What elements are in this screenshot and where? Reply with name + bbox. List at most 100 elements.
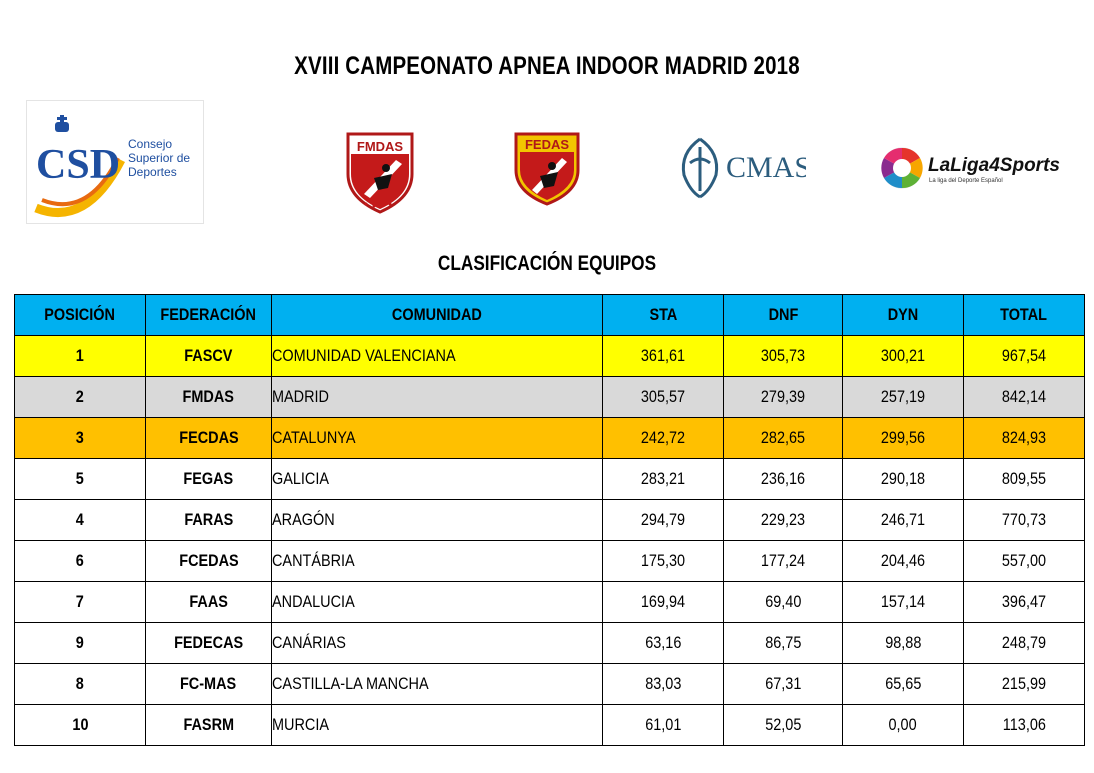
total-cell: 248,79 [963,622,1085,664]
total-cell: 396,47 [963,581,1085,623]
table-row: 2 FMDAS MADRID 305,57 279,39 257,19 842,… [14,376,1085,418]
position-cell: 4 [14,499,146,541]
table-row: 8 FC-MAS CASTILLA-LA MANCHA 83,03 67,31 … [14,663,1085,705]
csd-acronym: CSD [36,142,120,188]
header-federation: FEDERACIÓN [145,294,272,336]
dyn-cell: 157,14 [842,581,964,623]
community-cell: GALICIA [271,458,603,500]
page-title: XVIII CAMPEONATO APNEA INDOOR MADRID 201… [294,52,800,80]
sta-cell: 83,03 [602,663,724,705]
svg-text:LaLiga4Sports: LaLiga4Sports [928,155,1060,176]
sta-cell: 283,21 [602,458,724,500]
dnf-cell: 177,24 [723,540,843,582]
federation-cell: FECDAS [145,417,272,459]
community-cell: MURCIA [271,704,603,746]
svg-text:CMAS: CMAS [726,151,806,184]
federation-cell: FASCV [145,335,272,377]
federation-cell: FMDAS [145,376,272,418]
position-cell: 1 [14,335,146,377]
sta-cell: 294,79 [602,499,724,541]
sta-cell: 175,30 [602,540,724,582]
header-dnf: DNF [723,294,843,336]
header-total: TOTAL [963,294,1085,336]
fmdas-logo: FMDAS [344,130,416,214]
total-cell: 824,93 [963,417,1085,459]
dyn-cell: 290,18 [842,458,964,500]
community-cell: CANTÁBRIA [271,540,603,582]
section-title: CLASIFICACIÓN EQUIPOS [437,252,657,275]
dyn-cell: 204,46 [842,540,964,582]
table-header-row: POSICIÓN FEDERACIÓN COMUNIDAD STA DNF DY… [14,294,1085,336]
table-row: 1 FASCV COMUNIDAD VALENCIANA 361,61 305,… [14,335,1085,377]
dnf-cell: 236,16 [723,458,843,500]
svg-text:FEDAS: FEDAS [525,137,569,152]
position-cell: 5 [14,458,146,500]
dyn-cell: 98,88 [842,622,964,664]
sta-cell: 361,61 [602,335,724,377]
svg-text:FMDAS: FMDAS [357,139,404,154]
dyn-cell: 257,19 [842,376,964,418]
table-row: 10 FASRM MURCIA 61,01 52,05 0,00 113,06 [14,704,1085,746]
dnf-cell: 69,40 [723,581,843,623]
dnf-cell: 282,65 [723,417,843,459]
community-cell: CANÁRIAS [271,622,603,664]
position-cell: 7 [14,581,146,623]
svg-text:La liga del Deporte Español: La liga del Deporte Español [929,178,1003,184]
sta-cell: 242,72 [602,417,724,459]
laliga4sports-logo: LaLiga4Sports La liga del Deporte Españo… [880,144,1060,194]
community-cell: ARAGÓN [271,499,603,541]
federation-cell: FEGAS [145,458,272,500]
dnf-cell: 67,31 [723,663,843,705]
sta-cell: 169,94 [602,581,724,623]
community-cell: CATALUNYA [271,417,603,459]
table-row: 5 FEGAS GALICIA 283,21 236,16 290,18 809… [14,458,1085,500]
dyn-cell: 299,56 [842,417,964,459]
community-cell: ANDALUCIA [271,581,603,623]
total-cell: 557,00 [963,540,1085,582]
dnf-cell: 86,75 [723,622,843,664]
fedas-logo: FEDAS [512,130,582,206]
cmas-logo: CMAS [674,133,806,201]
svg-text:Superior de: Superior de [128,151,190,165]
dnf-cell: 229,23 [723,499,843,541]
dyn-cell: 300,21 [842,335,964,377]
community-cell: MADRID [271,376,603,418]
header-position: POSICIÓN [14,294,146,336]
standings-table: POSICIÓN FEDERACIÓN COMUNIDAD STA DNF DY… [14,294,1085,746]
position-cell: 3 [14,417,146,459]
table-row: 6 FCEDAS CANTÁBRIA 175,30 177,24 204,46 … [14,540,1085,582]
header-community: COMUNIDAD [271,294,603,336]
federation-cell: FC-MAS [145,663,272,705]
federation-cell: FEDECAS [145,622,272,664]
position-cell: 9 [14,622,146,664]
federation-cell: FASRM [145,704,272,746]
total-cell: 215,99 [963,663,1085,705]
dyn-cell: 0,00 [842,704,964,746]
total-cell: 967,54 [963,335,1085,377]
header-sta: STA [602,294,724,336]
community-cell: CASTILLA-LA MANCHA [271,663,603,705]
total-cell: 770,73 [963,499,1085,541]
sta-cell: 61,01 [602,704,724,746]
position-cell: 6 [14,540,146,582]
community-cell: COMUNIDAD VALENCIANA [271,335,603,377]
dyn-cell: 65,65 [842,663,964,705]
dnf-cell: 279,39 [723,376,843,418]
position-cell: 2 [14,376,146,418]
total-cell: 842,14 [963,376,1085,418]
table-row: 7 FAAS ANDALUCIA 169,94 69,40 157,14 396… [14,581,1085,623]
total-cell: 809,55 [963,458,1085,500]
header-dyn: DYN [842,294,964,336]
position-cell: 8 [14,663,146,705]
position-cell: 10 [14,704,146,746]
svg-text:Consejo: Consejo [128,137,172,151]
dyn-cell: 246,71 [842,499,964,541]
federation-cell: FARAS [145,499,272,541]
sta-cell: 305,57 [602,376,724,418]
federation-cell: FAAS [145,581,272,623]
table-row: 9 FEDECAS CANÁRIAS 63,16 86,75 98,88 248… [14,622,1085,664]
csd-logo: CSD Consejo Superior de Deportes [26,100,204,224]
dnf-cell: 52,05 [723,704,843,746]
dnf-cell: 305,73 [723,335,843,377]
sta-cell: 63,16 [602,622,724,664]
